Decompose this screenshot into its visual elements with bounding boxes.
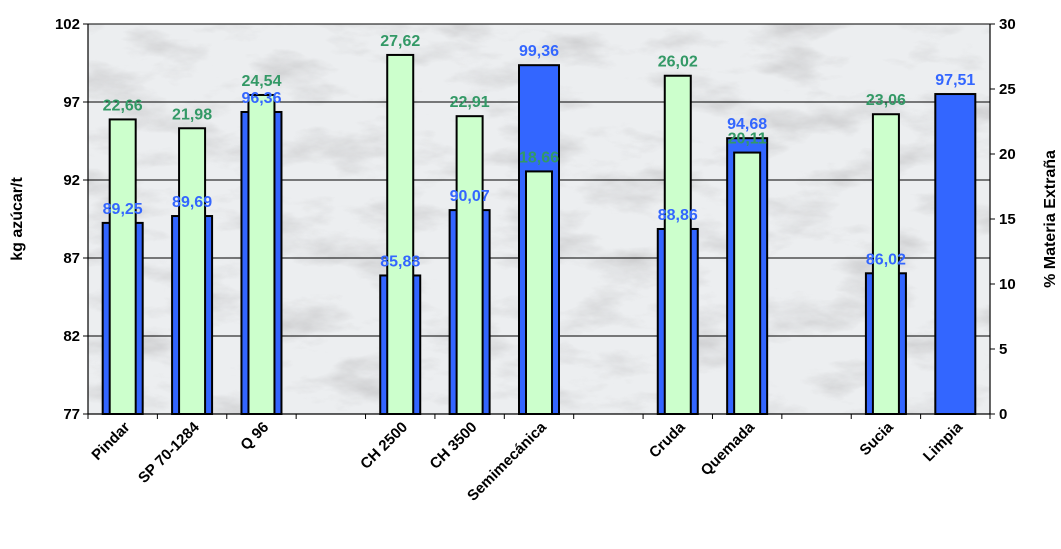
data-label-sugar: 88,86 xyxy=(658,207,698,224)
data-label-sugar: 85,88 xyxy=(380,253,420,270)
bar-extraneous-matter xyxy=(663,74,692,416)
y2-tick-label: 30 xyxy=(999,16,1016,33)
category-label: CH 2500 xyxy=(357,419,411,473)
data-label-sugar: 89,69 xyxy=(172,194,212,211)
category-label: Quemada xyxy=(698,418,759,479)
y2-tick-label: 0 xyxy=(999,406,1007,423)
bar-extraneous-matter xyxy=(386,53,415,415)
category-label: Q 96 xyxy=(237,419,272,454)
bar-extraneous-matter xyxy=(178,127,207,415)
y-tick-label: 92 xyxy=(63,172,80,189)
data-label-sugar: 97,51 xyxy=(935,72,975,89)
category-label: SP 70-1284 xyxy=(135,418,203,486)
data-label-extraneous-matter: 22,66 xyxy=(103,97,143,114)
data-label-extraneous-matter: 20,11 xyxy=(728,131,767,148)
y2-tick-label: 15 xyxy=(999,211,1016,228)
bar-sugar xyxy=(934,93,977,415)
category-label: Cruda xyxy=(646,418,689,461)
bar-extraneous-matter xyxy=(108,118,137,415)
y2-tick-label: 5 xyxy=(999,341,1007,358)
category-label: Sucia xyxy=(856,418,897,459)
y-tick-label: 97 xyxy=(63,94,80,111)
data-label-extraneous-matter: 24,54 xyxy=(241,73,281,90)
y2-tick-label: 25 xyxy=(999,81,1016,98)
data-label-sugar: 89,25 xyxy=(103,201,143,218)
y2-axis-title: % Materia Extraña xyxy=(1042,150,1059,288)
bar-extraneous-matter xyxy=(733,151,762,415)
axes xyxy=(83,23,995,419)
bar-extraneous-matter xyxy=(525,170,553,415)
data-label-extraneous-matter: 21,98 xyxy=(172,106,212,123)
y-tick-label: 87 xyxy=(63,250,80,267)
y-tick-label: 77 xyxy=(63,406,80,423)
data-label-extraneous-matter: 18,66 xyxy=(519,149,559,166)
data-label-sugar: 96,36 xyxy=(241,90,281,107)
y2-tick-label: 10 xyxy=(999,276,1016,293)
data-label-extraneous-matter: 26,02 xyxy=(658,54,698,71)
y-tick-label: 82 xyxy=(63,328,80,345)
category-label: Pindar xyxy=(88,419,133,464)
y-axis-title: kg azúcar/t xyxy=(9,177,26,261)
data-label-sugar: 99,36 xyxy=(519,43,559,60)
data-label-sugar: 86,02 xyxy=(866,251,906,268)
data-label-extraneous-matter: 23,06 xyxy=(866,92,906,109)
data-label-extraneous-matter: 27,62 xyxy=(380,33,420,50)
y-tick-label: 102 xyxy=(55,16,80,33)
bar-extraneous-matter xyxy=(247,93,276,415)
bar-extraneous-matter xyxy=(455,115,484,415)
y2-tick-label: 20 xyxy=(999,146,1016,163)
category-label: CH 3500 xyxy=(427,419,481,473)
data-label-sugar: 94,68 xyxy=(727,116,767,133)
data-label-extraneous-matter: 22,91 xyxy=(450,94,490,111)
category-label: Limpia xyxy=(920,418,967,465)
data-label-sugar: 90,07 xyxy=(450,188,490,205)
bars xyxy=(101,53,977,416)
